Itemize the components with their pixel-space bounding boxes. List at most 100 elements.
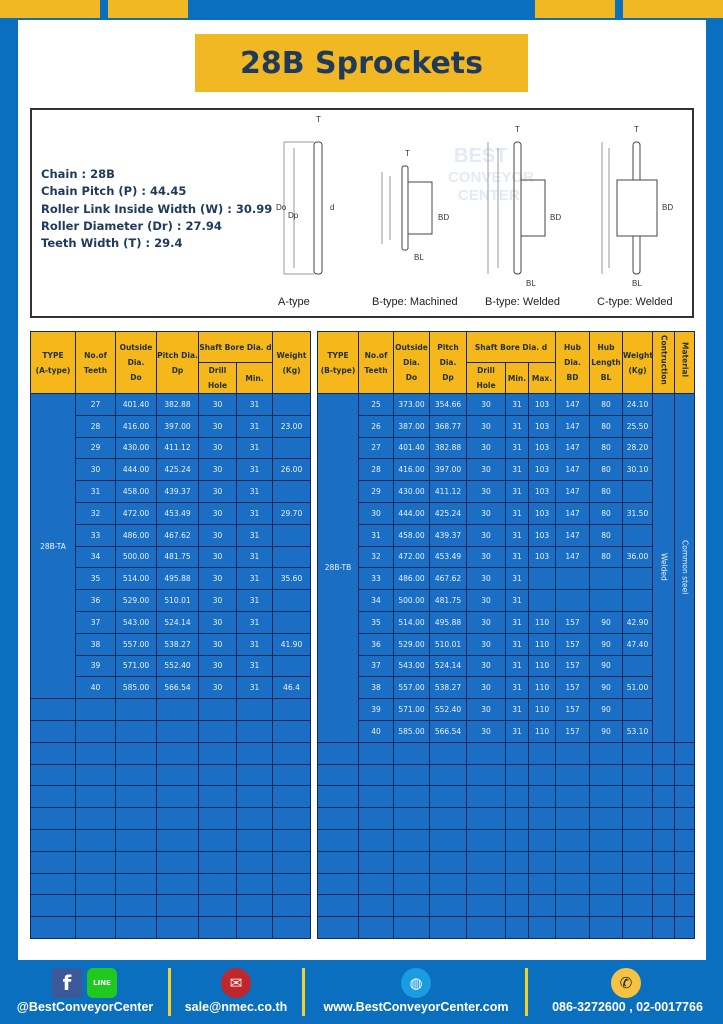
data-cell: 30 xyxy=(198,676,237,700)
empty-cell xyxy=(30,807,76,830)
material-cell: Common steel xyxy=(674,393,695,743)
empty-cell xyxy=(622,872,653,896)
data-cell: 28 xyxy=(358,458,394,482)
data-cell: 31 xyxy=(505,414,529,438)
data-cell: 31 xyxy=(236,414,273,438)
data-cell: 510.01 xyxy=(156,589,199,612)
data-cell: 157 xyxy=(555,632,590,656)
empty-cell xyxy=(652,828,675,852)
data-cell: 30 xyxy=(198,414,237,438)
empty-cell xyxy=(555,850,590,874)
empty-cell xyxy=(156,698,199,721)
data-cell: 481.75 xyxy=(156,545,199,569)
empty-cell xyxy=(429,785,467,809)
data-cell: 30 xyxy=(198,393,237,416)
empty-cell xyxy=(358,872,394,896)
table-row: 28B-TA 27 401.40 382.88 30 31 xyxy=(30,392,311,700)
spec-width: Roller Link Inside Width (W) : 30.99 xyxy=(41,201,273,216)
empty-cell xyxy=(555,916,590,939)
empty-cell xyxy=(236,741,273,765)
data-cell: 41.90 xyxy=(272,632,311,656)
data-cell: 397.00 xyxy=(429,458,467,482)
data-cell: 147 xyxy=(555,523,590,547)
header-outside-dia: Outside Dia. Do xyxy=(115,331,157,394)
empty-row xyxy=(317,850,695,874)
data-cell: 585.00 xyxy=(393,719,430,743)
construction-cell: Welded xyxy=(652,393,675,743)
mail-icon[interactable]: ✉ xyxy=(221,968,251,998)
data-cell xyxy=(272,610,311,634)
empty-cell xyxy=(272,741,311,765)
data-cell: 103 xyxy=(528,480,556,503)
email-link[interactable]: sale@nmec.co.th xyxy=(184,1000,288,1014)
empty-cell xyxy=(272,850,311,874)
data-cell: 31 xyxy=(236,545,273,569)
data-cell: 30 xyxy=(198,436,237,460)
data-cell: 80 xyxy=(589,414,623,438)
data-cell: 453.49 xyxy=(429,545,467,569)
empty-cell xyxy=(198,828,237,852)
type-cell: 28B-TA xyxy=(30,392,76,700)
empty-cell xyxy=(505,741,529,765)
empty-cell xyxy=(317,828,359,852)
table-row: 28B-TB 25 373.00 354.66 30 31 103 147 80 24.10 Wel… xyxy=(317,393,695,743)
empty-cell xyxy=(272,872,311,896)
data-cell: 30 xyxy=(198,458,237,482)
empty-cell xyxy=(272,807,311,830)
data-cell: 31 xyxy=(236,632,273,656)
divider xyxy=(168,968,171,1016)
empty-cell xyxy=(236,894,273,918)
data-cell: 37 xyxy=(75,610,116,634)
data-cell: 401.40 xyxy=(115,393,157,416)
data-cell: 566.54 xyxy=(156,676,199,700)
phone-numbers[interactable]: 086-3272600 , 02-0017766 xyxy=(552,1000,703,1014)
line-icon[interactable]: LINE xyxy=(87,968,117,998)
data-cell: 416.00 xyxy=(393,458,430,482)
data-cell: 26.00 xyxy=(272,458,311,482)
data-cell: 39 xyxy=(75,654,116,678)
table-row: 28 416.00 397.00 30 31 103 147 80 30.10 xyxy=(318,458,695,482)
empty-cell xyxy=(198,872,237,896)
empty-cell xyxy=(429,828,467,852)
label-dp: Dp xyxy=(288,211,299,220)
header-drill-hole: Drill Hole xyxy=(198,362,237,394)
empty-cell xyxy=(505,850,529,874)
facebook-icon[interactable]: f xyxy=(52,968,82,998)
empty-cell xyxy=(30,763,76,787)
decor-stripe xyxy=(108,0,188,18)
website-link[interactable]: www.BestConveyorCenter.com xyxy=(323,1000,509,1014)
data-cell: 557.00 xyxy=(393,676,430,700)
empty-cell xyxy=(30,698,76,721)
data-cell: 30 xyxy=(466,676,506,700)
data-cell xyxy=(622,523,653,547)
empty-cell xyxy=(156,763,199,787)
empty-cell xyxy=(622,807,653,830)
data-cell: 30 xyxy=(198,632,237,656)
data-cell: 486.00 xyxy=(115,523,157,547)
data-cell: 90 xyxy=(589,654,623,678)
data-cell: 29.70 xyxy=(272,501,311,525)
data-cell: 31 xyxy=(75,480,116,503)
globe-icon[interactable]: ◍ xyxy=(401,968,431,998)
data-cell: 110 xyxy=(528,610,556,634)
label-bd: BD xyxy=(438,213,449,222)
label-do: Do xyxy=(276,203,287,212)
data-cell: 103 xyxy=(528,501,556,525)
data-cell: 31 xyxy=(236,458,273,482)
social-handle[interactable]: @BestConveyorCenter xyxy=(16,1000,154,1014)
empty-cell xyxy=(358,807,394,830)
empty-cell xyxy=(115,850,157,874)
data-cell: 571.00 xyxy=(393,698,430,721)
empty-cell xyxy=(198,698,237,721)
empty-cell xyxy=(429,807,467,830)
phone-icon[interactable]: ✆ xyxy=(611,968,641,998)
empty-row xyxy=(317,741,695,765)
data-cell: 33 xyxy=(358,567,394,591)
data-cell: 31 xyxy=(505,480,529,503)
data-cell: 30 xyxy=(466,523,506,547)
data-cell: 32 xyxy=(358,545,394,569)
data-cell: 110 xyxy=(528,719,556,743)
empty-cell xyxy=(358,850,394,874)
empty-cell xyxy=(466,850,506,874)
data-cell: 26 xyxy=(358,414,394,438)
